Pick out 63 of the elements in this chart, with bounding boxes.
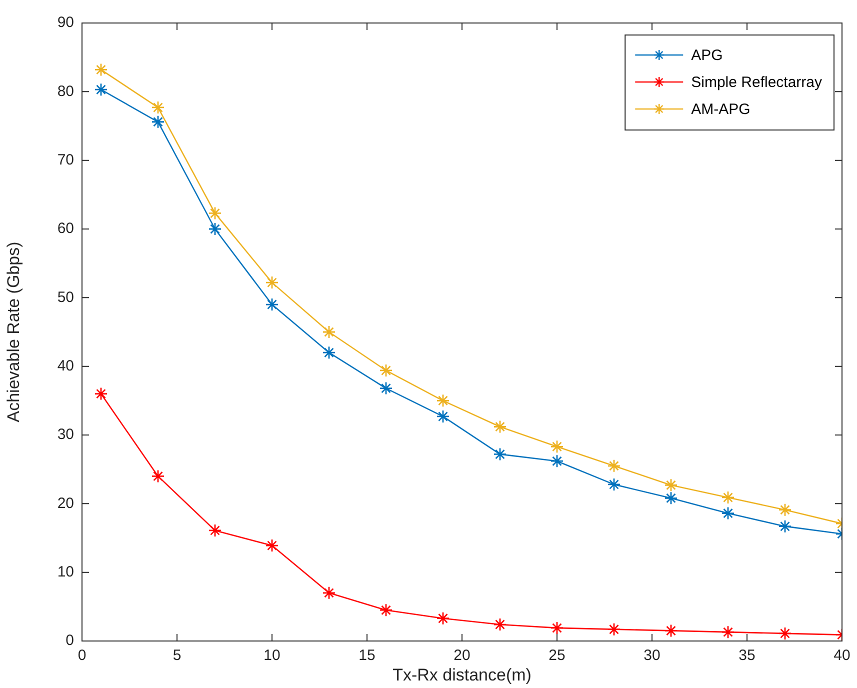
point [208,524,222,538]
point [265,538,279,552]
point [778,503,792,517]
x-tick-label: 5 [172,647,182,664]
y-axis-title: Achievable Rate (Gbps) [4,242,23,422]
y-tick-label: 10 [57,563,74,580]
point [151,115,165,129]
point [493,448,507,461]
point [550,454,564,468]
x-tick-label: 20 [454,647,470,664]
point [607,622,621,636]
x-tick-label: 25 [548,647,566,664]
y-tick-label: 40 [57,357,74,374]
point [322,325,336,339]
point [664,624,678,638]
point [778,520,792,534]
point [265,276,279,290]
y-tick-label: 80 [57,82,74,100]
point [265,298,279,312]
point [493,618,507,632]
point [322,586,336,600]
point [436,612,450,626]
y-tick-label: 0 [66,632,74,650]
x-tick-label: 30 [644,647,660,664]
point [94,387,108,400]
y-tick-label: 20 [57,494,74,512]
x-tick-label: 35 [738,647,756,664]
point [436,394,450,408]
point [607,459,621,473]
x-tick-label: 10 [264,647,280,664]
x-tick-label: 40 [834,647,850,664]
point [208,206,222,220]
x-tick-label: 0 [78,647,86,664]
point [664,478,678,492]
point [664,491,678,505]
point [721,625,735,639]
point [151,470,165,483]
point [208,222,222,236]
point [721,490,735,504]
point [94,62,108,76]
point [778,626,792,640]
point [436,410,450,424]
point [379,603,393,617]
legend-label: Simple Reflectarray [691,74,822,92]
point [721,506,735,520]
point [322,346,336,360]
point [493,420,507,434]
x-tick-label: 15 [358,647,376,664]
point [379,364,393,378]
point [550,621,564,635]
y-tick-label: 70 [57,151,74,168]
y-tick-label: 60 [57,220,74,238]
y-tick-label: 90 [57,14,74,32]
legend-label: APG [691,47,723,64]
y-tick-label: 50 [57,288,74,306]
point [550,440,564,454]
x-axis-title: Tx-Rx distance(m) [392,665,532,684]
point [94,82,108,96]
y-tick-label: 30 [57,426,74,444]
point [379,382,393,396]
point [151,100,165,114]
legend-label: AM-APG [691,101,750,118]
point [607,478,621,492]
